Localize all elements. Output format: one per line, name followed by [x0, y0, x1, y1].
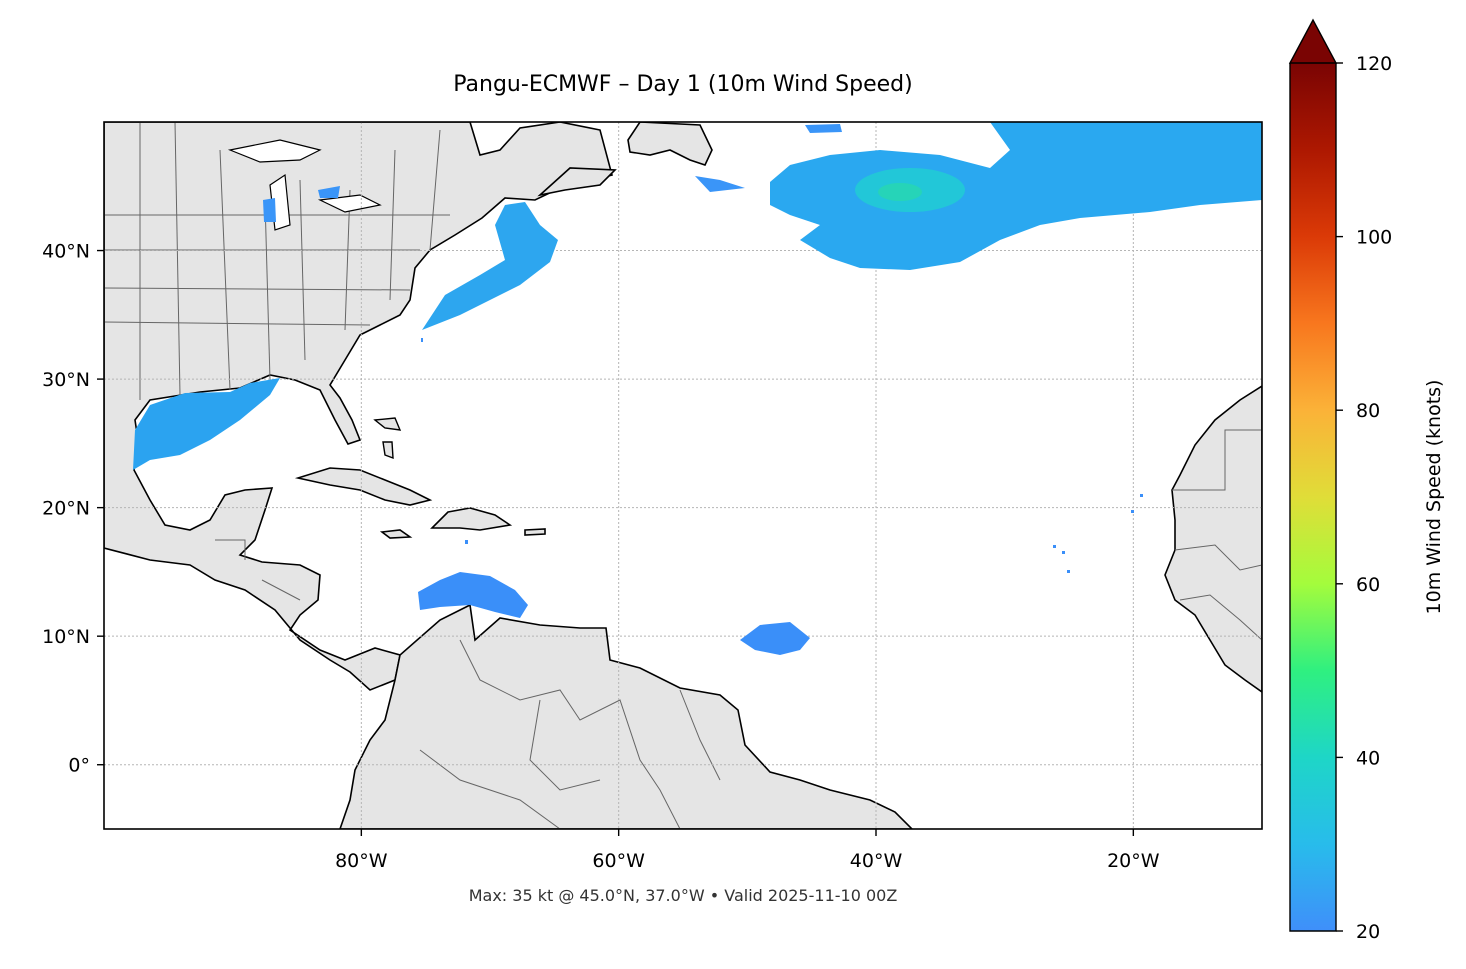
wind-region-north-atlantic-jet: [770, 122, 1262, 270]
wind-field: [133, 122, 1262, 655]
land-africa: [1164, 385, 1262, 693]
map-frame: [103, 121, 1263, 830]
colorbar-ticks: 20 40 60 80 100 120: [1336, 53, 1392, 943]
land-bahamas: [373, 417, 402, 460]
y-tick-label: 30°N: [42, 369, 90, 391]
colorbar-frame: [1289, 63, 1337, 932]
colorbar-tick-label: 20: [1356, 921, 1380, 943]
land-puerto-rico: [524, 528, 546, 536]
y-tick-label: 20°N: [42, 498, 90, 520]
map-title: Pangu-ECMWF – Day 1 (10m Wind Speed): [453, 72, 913, 97]
colorbar-tick-label: 40: [1356, 747, 1380, 769]
y-tick-label: 0°: [68, 755, 90, 777]
wind-max-peak: [878, 183, 922, 201]
y-axis-ticks: 40°N 30°N 20°N 10°N 0°: [42, 241, 104, 777]
wind-region-small-north: [695, 124, 842, 192]
y-tick-label: 40°N: [42, 241, 90, 263]
land-newfoundland: [627, 122, 713, 166]
colorbar-tick-label: 100: [1356, 227, 1392, 249]
y-tick-label: 10°N: [42, 626, 90, 648]
colorbar-fill: [1290, 63, 1336, 931]
colorbar-tick-label: 120: [1356, 53, 1392, 75]
map-footer: Max: 35 kt @ 45.0°N, 37.0°W • Valid 2025…: [468, 886, 898, 905]
colorbar-label: 10m Wind Speed (knots): [1423, 380, 1445, 615]
gridlines: [104, 122, 1262, 829]
x-tick-label: 20°W: [1107, 850, 1160, 872]
land-cuba: [294, 467, 433, 506]
wind-region-great-lakes: [263, 186, 340, 222]
country-borders-south-america: [419, 639, 721, 829]
x-tick-label: 60°W: [592, 850, 645, 872]
land-nova-scotia: [537, 167, 617, 197]
colorbar-extend-arrow: [1288, 18, 1338, 64]
wind-region-gulf-of-mexico: [133, 378, 280, 470]
x-tick-label: 80°W: [335, 850, 388, 872]
wind-region-tropical-atlantic: [740, 622, 810, 655]
state-borders: [104, 122, 450, 601]
x-tick-label: 40°W: [850, 850, 903, 872]
land-hispaniola: [430, 507, 513, 531]
x-axis-ticks: 80°W 60°W 40°W 20°W: [335, 829, 1160, 872]
wind-region-caribbean: [418, 572, 528, 618]
land-jamaica: [379, 529, 413, 539]
colorbar-tick-label: 80: [1356, 400, 1380, 422]
country-borders-africa: [1172, 429, 1262, 641]
wind-region-us-east-coast: [422, 202, 558, 330]
colorbar-tick-label: 60: [1356, 574, 1380, 596]
colorbar: 20 40 60 80 100 120 10m Wind Speed (knots): [1288, 18, 1445, 943]
